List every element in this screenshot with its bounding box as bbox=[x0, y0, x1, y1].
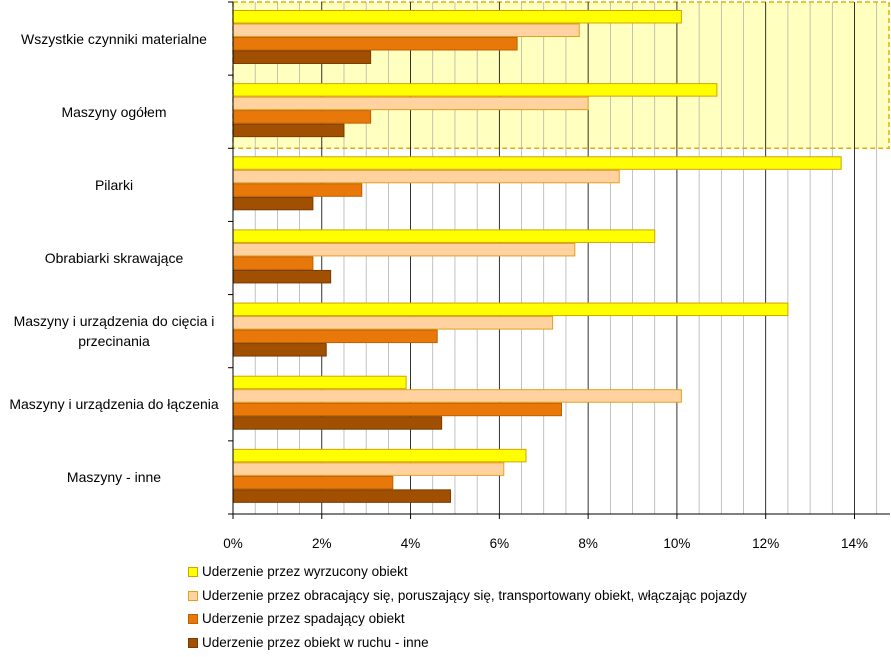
bar bbox=[233, 24, 579, 37]
legend-item: Uderzenie przez spadający obiekt bbox=[188, 610, 747, 634]
bar bbox=[233, 317, 553, 330]
bar bbox=[233, 376, 406, 389]
bar bbox=[233, 184, 362, 197]
bar bbox=[233, 344, 326, 357]
bar bbox=[233, 476, 393, 489]
x-tick-label: 4% bbox=[401, 536, 421, 551]
bar bbox=[233, 417, 442, 430]
bar bbox=[233, 124, 344, 136]
x-tick-label: 10% bbox=[663, 536, 690, 551]
x-tick-label: 14% bbox=[841, 536, 868, 551]
bar bbox=[233, 449, 526, 462]
bar bbox=[233, 303, 788, 316]
x-tick-label: 8% bbox=[578, 536, 598, 551]
bar bbox=[233, 403, 562, 416]
legend-item: Uderzenie przez obracający się, poruszaj… bbox=[188, 587, 747, 611]
legend-label: Uderzenie przez wyrzucony obiekt bbox=[202, 564, 408, 579]
legend-swatch bbox=[188, 638, 198, 648]
bar bbox=[233, 463, 504, 476]
bar bbox=[233, 230, 655, 243]
bar bbox=[233, 97, 588, 110]
bar bbox=[233, 51, 371, 64]
bar bbox=[233, 243, 575, 256]
category-label: Maszyny ogółem bbox=[3, 102, 225, 122]
bar bbox=[233, 270, 331, 283]
x-tick-label: 2% bbox=[312, 536, 332, 551]
bar bbox=[233, 84, 717, 97]
x-tick-label: 6% bbox=[490, 536, 510, 551]
bar bbox=[233, 490, 451, 503]
legend-swatch bbox=[188, 567, 198, 577]
category-label: Maszyny i urządzenia do cięcia i przecin… bbox=[3, 311, 225, 351]
category-label: Maszyny - inne bbox=[3, 467, 225, 487]
x-tick-label: 12% bbox=[752, 536, 779, 551]
legend-label: Uderzenie przez obiekt w ruchu - inne bbox=[202, 635, 429, 650]
bar bbox=[233, 390, 681, 403]
x-tick-labels: 0% 2% 4% 6% 8% 10% 12% 14% bbox=[223, 536, 868, 551]
category-label: Maszyny i urządzenia do łączenia bbox=[3, 394, 225, 414]
bar bbox=[233, 330, 437, 343]
bar bbox=[233, 11, 681, 24]
legend-item: Uderzenie przez wyrzucony obiekt bbox=[188, 563, 747, 587]
category-label: Pilarki bbox=[3, 175, 225, 195]
legend-label: Uderzenie przez spadający obiekt bbox=[202, 611, 405, 626]
legend: Uderzenie przez wyrzucony obiekt Uderzen… bbox=[188, 563, 747, 657]
category-label: Wszystkie czynniki materialne bbox=[3, 29, 225, 49]
bar bbox=[233, 197, 313, 210]
bar bbox=[233, 170, 619, 183]
bar bbox=[233, 38, 517, 51]
bar bbox=[233, 111, 371, 124]
legend-item: Uderzenie przez obiekt w ruchu - inne bbox=[188, 634, 747, 657]
bar bbox=[233, 157, 841, 170]
legend-label: Uderzenie przez obracający się, poruszaj… bbox=[202, 588, 747, 603]
category-label: Obrabiarki skrawające bbox=[3, 248, 225, 268]
bar bbox=[233, 257, 313, 270]
legend-swatch bbox=[188, 614, 198, 624]
x-tick-label: 0% bbox=[223, 536, 243, 551]
legend-swatch bbox=[188, 591, 198, 601]
